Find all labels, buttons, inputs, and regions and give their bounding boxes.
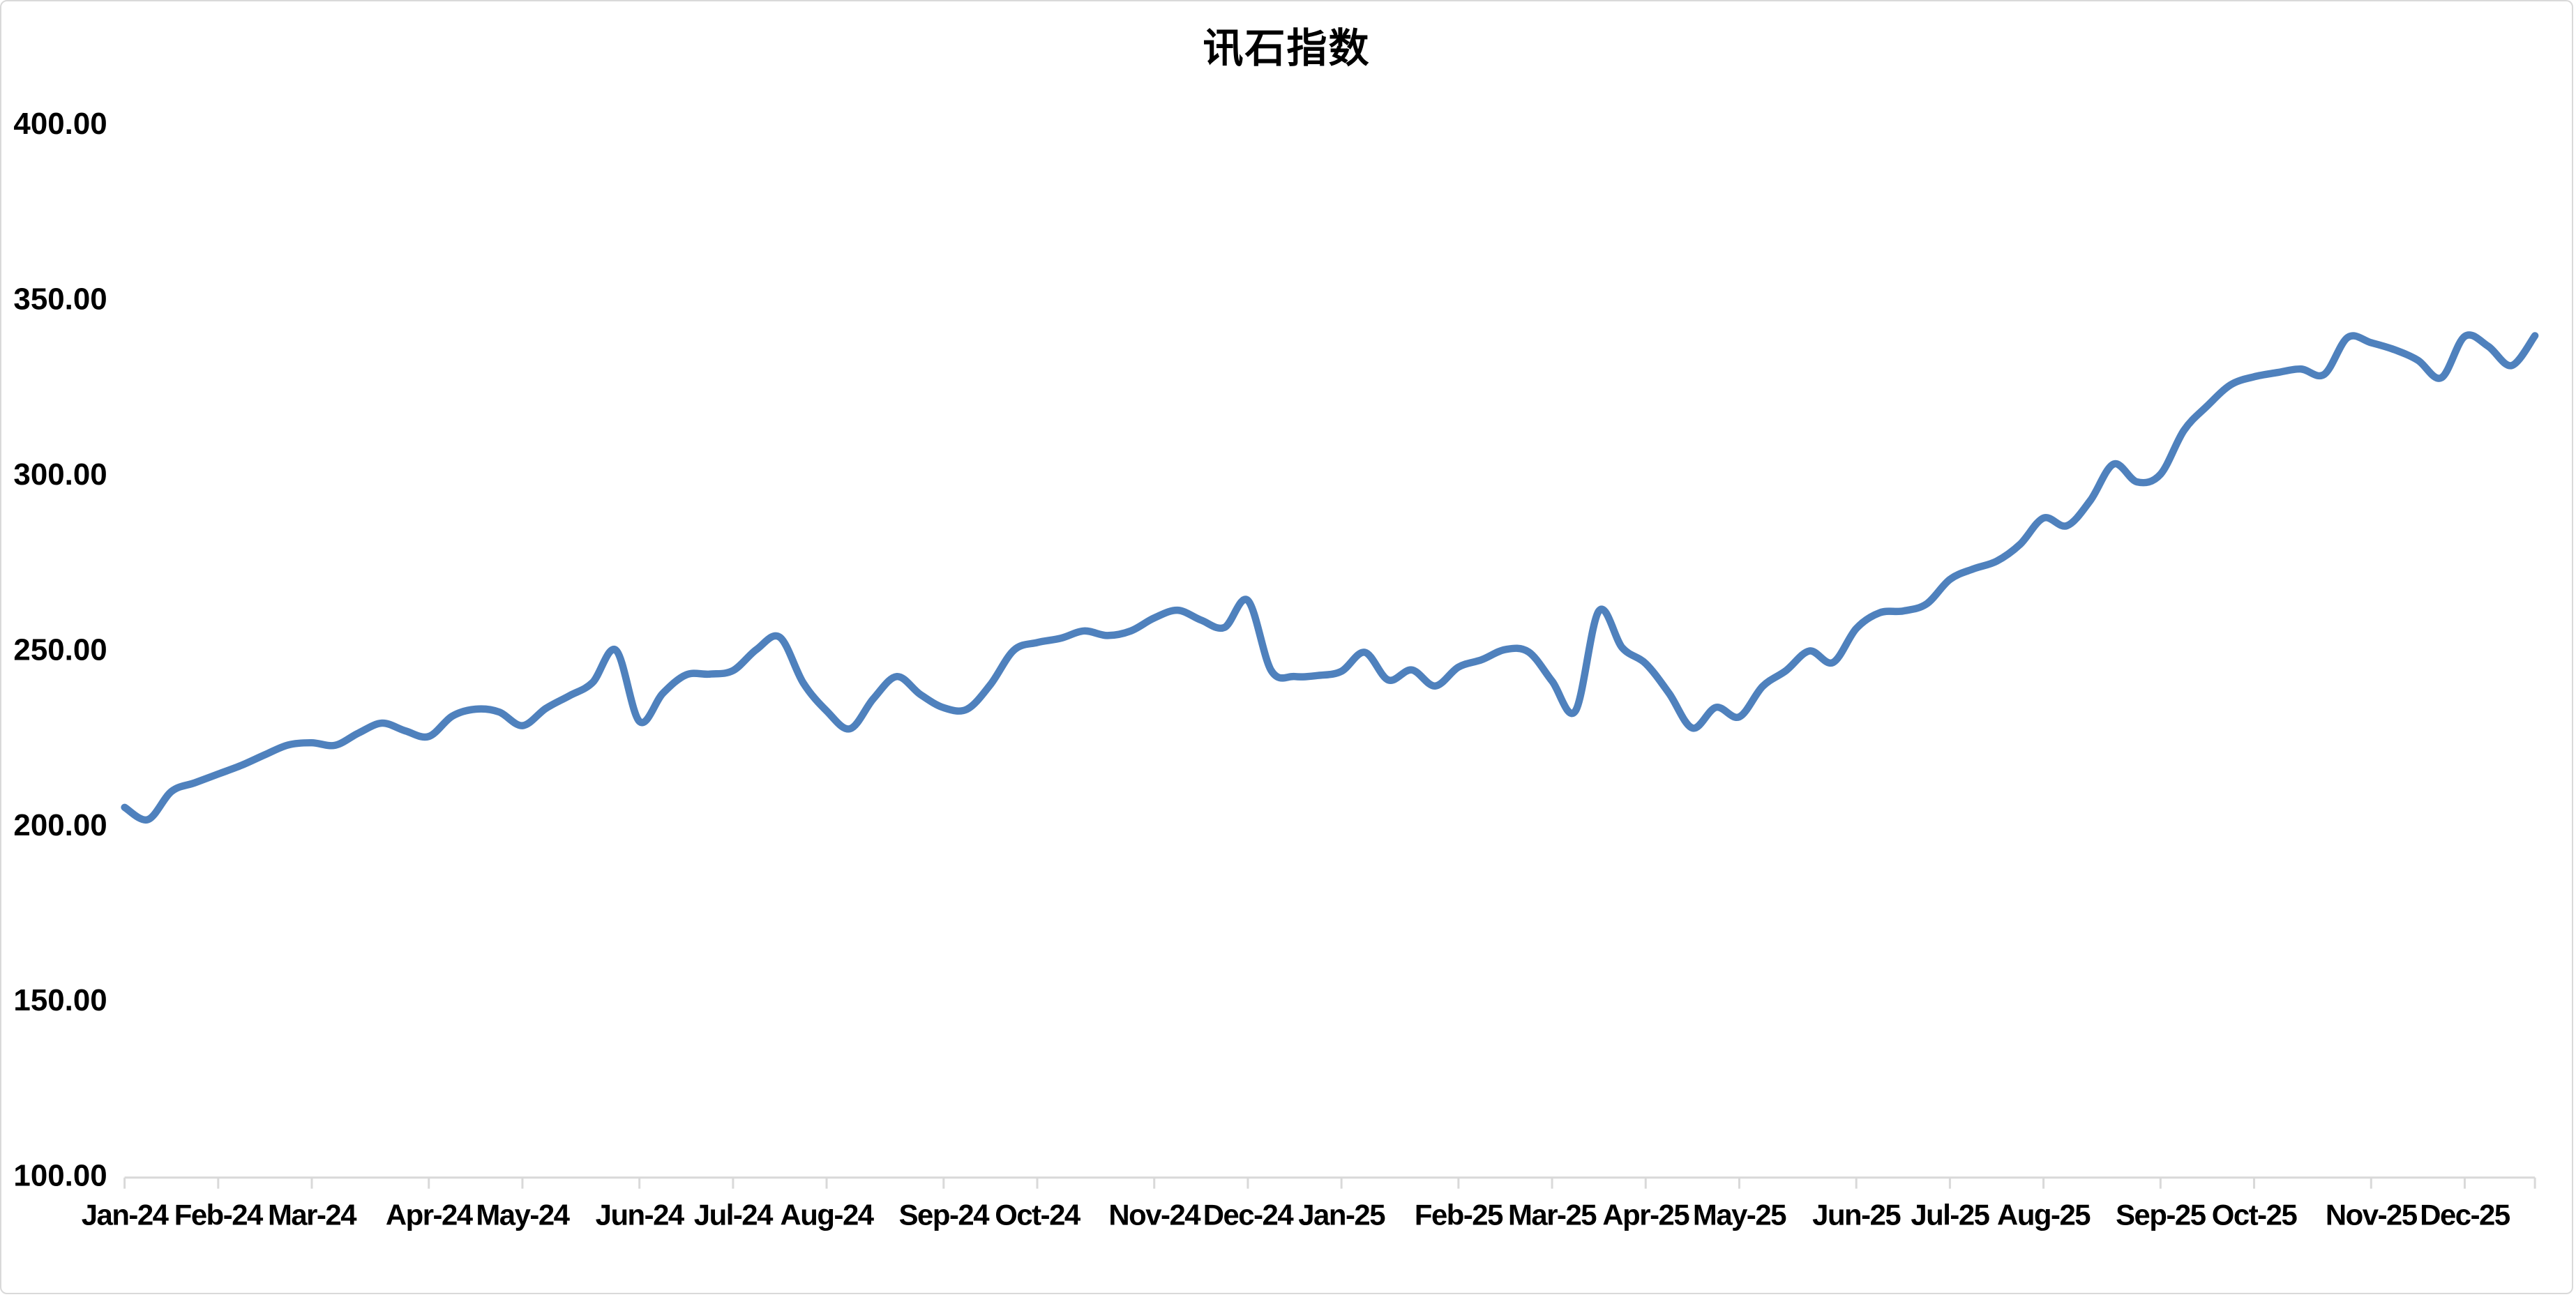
x-tick-label: Aug-24 (781, 1198, 875, 1231)
x-tick-label: May-25 (1693, 1198, 1786, 1231)
x-tick-label: Nov-24 (1108, 1198, 1201, 1231)
x-axis-labels: Jan-24 Feb-24 Mar-24 Apr-24 May-24 Jun-24 Jul-… (82, 1198, 2512, 1231)
x-axis (123, 1176, 2536, 1189)
x-tick-label: Dec-24 (1203, 1198, 1295, 1231)
x-tick-label: Jan-24 (82, 1198, 170, 1231)
y-tick-label: 350.00 (13, 282, 107, 317)
x-tick-label: Jun-25 (1812, 1198, 1901, 1231)
x-tick-label: Feb-25 (1415, 1198, 1503, 1231)
x-tick-label: Jan-25 (1298, 1198, 1385, 1231)
y-tick-label: 100.00 (13, 1159, 107, 1193)
y-tick-label: 150.00 (13, 983, 107, 1017)
x-tick-label: Nov-25 (2326, 1198, 2418, 1231)
x-tick-label: Sep-24 (899, 1198, 991, 1231)
series-line-xunshi-index (121, 331, 2539, 824)
x-tick-label: Mar-25 (1508, 1198, 1597, 1231)
x-tick-label: Dec-25 (2420, 1198, 2510, 1231)
x-tick-label: Jul-24 (694, 1198, 774, 1231)
x-tick-label: Aug-25 (1997, 1198, 2091, 1231)
x-tick-label: Oct-25 (2212, 1198, 2298, 1231)
x-tick-label: Apr-24 (386, 1198, 474, 1231)
x-tick-label: Oct-24 (995, 1198, 1081, 1231)
chart-title: 讯石指数 (1203, 26, 1371, 71)
x-tick-label: Jul-25 (1911, 1198, 1989, 1231)
x-tick-label: Apr-25 (1602, 1198, 1689, 1231)
x-tick-label: Feb-24 (174, 1198, 264, 1231)
y-tick-label: 400.00 (13, 107, 107, 141)
x-tick-label: May-24 (476, 1198, 570, 1231)
y-tick-label: 200.00 (13, 808, 107, 842)
x-tick-label: Sep-25 (2116, 1198, 2206, 1231)
x-tick-label: Jun-24 (596, 1198, 685, 1231)
y-tick-label: 300.00 (13, 457, 107, 492)
y-tick-label: 250.00 (13, 632, 107, 667)
x-tick-label: Mar-24 (268, 1198, 357, 1231)
y-axis-labels: 400.00 350.00 300.00 250.00 200.00 150.00 100.… (13, 107, 107, 1192)
